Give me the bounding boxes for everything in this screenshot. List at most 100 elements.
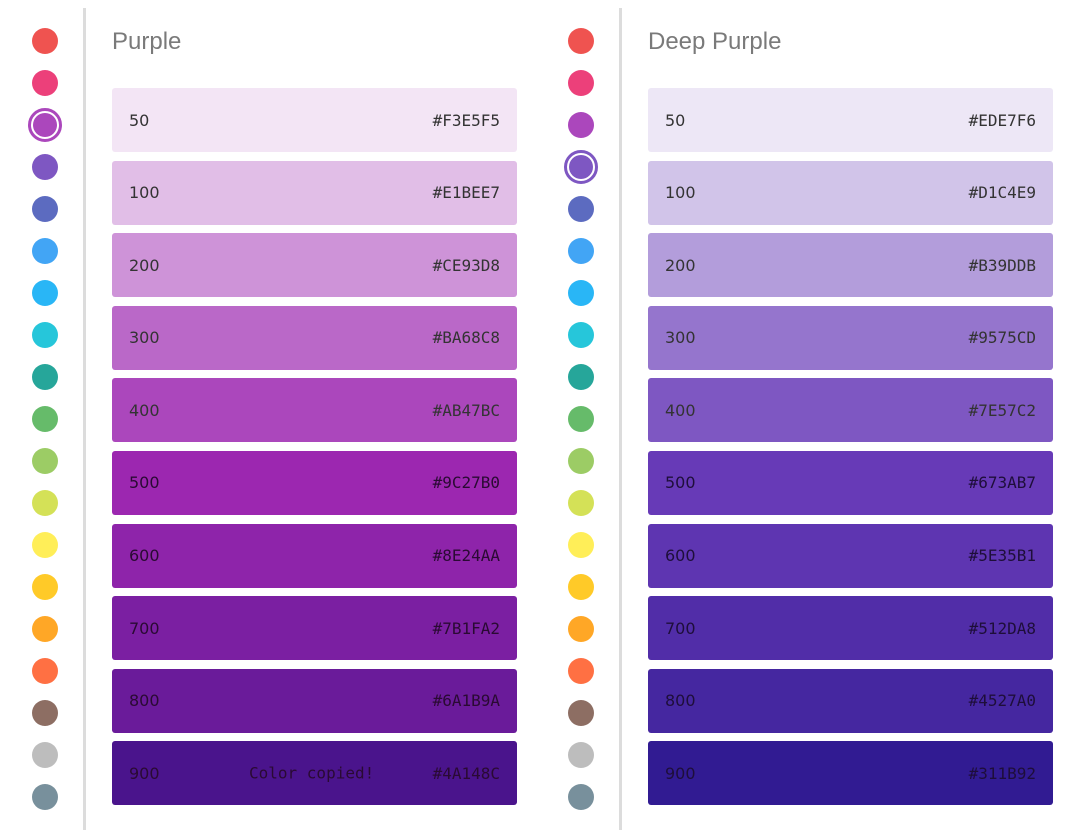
swatch-600[interactable]: 600 #5E35B1 [648,523,1053,588]
swatch-100[interactable]: 100 #E1BEE7 [112,160,517,225]
hex-code: #673AB7 [968,473,1036,493]
swatch-400[interactable]: 400 #7E57C2 [648,378,1053,443]
swatch-200[interactable]: 200 #CE93D8 [112,233,517,298]
swatch-600[interactable]: 600 #8E24AA [112,523,517,588]
color-dot-purple[interactable] [560,104,602,146]
swatch-500[interactable]: 500 #9C27B0 [112,450,517,515]
hex-code: #9575CD [968,328,1036,348]
shade-label: 200 [129,255,160,275]
color-dot-fill [32,490,58,516]
shade-label: 800 [129,691,160,711]
swatch-300[interactable]: 300 #BA68C8 [112,305,517,370]
color-dot-fill [32,448,58,474]
color-dot-grey[interactable] [560,734,602,776]
color-dot-cyan[interactable] [560,314,602,356]
color-dot-fill [568,490,594,516]
hex-code: #7E57C2 [968,400,1036,420]
color-dot-pink[interactable] [560,62,602,104]
color-dot-pink[interactable] [24,62,66,104]
shade-label: 500 [665,473,696,493]
color-dot-teal[interactable] [560,356,602,398]
color-dot-light-blue[interactable] [24,272,66,314]
color-dot-fill [568,70,594,96]
color-dot-purple[interactable] [24,104,66,146]
color-dot-yellow[interactable] [24,524,66,566]
color-dot-yellow[interactable] [560,524,602,566]
shade-label: 200 [665,255,696,275]
selection-ring [28,108,62,142]
swatch-700[interactable]: 700 #7B1FA2 [112,596,517,661]
swatch-800[interactable]: 800 #4527A0 [648,668,1053,733]
color-dot-indigo[interactable] [560,188,602,230]
color-dot-fill [568,112,594,138]
color-dot-deep-purple[interactable] [560,146,602,188]
color-dot-red[interactable] [560,20,602,62]
color-dot-light-green[interactable] [24,440,66,482]
swatch-900[interactable]: 900 #311B92 [648,741,1053,806]
color-dot-amber[interactable] [24,566,66,608]
color-dot-red[interactable] [24,20,66,62]
copied-toast: Color copied! [249,763,375,783]
color-dot-indigo[interactable] [24,188,66,230]
color-dot-orange[interactable] [24,608,66,650]
divider [83,8,86,830]
color-dot-fill [568,448,594,474]
palette-title: Purple [112,28,182,55]
color-dot-cyan[interactable] [24,314,66,356]
color-dot-grey[interactable] [24,734,66,776]
color-dot-fill [32,238,58,264]
color-dot-deep-orange[interactable] [560,650,602,692]
purple-panel: Purple 50 #F3E5F5 100 #E1BEE7 200 #CE93D8 300 #… [24,8,517,830]
swatch-700[interactable]: 700 #512DA8 [648,596,1053,661]
color-dot-blue-grey[interactable] [24,776,66,818]
swatch-400[interactable]: 400 #AB47BC [112,378,517,443]
hex-code: #AB47BC [432,400,500,420]
color-dot-fill [568,196,594,222]
palette-title: Deep Purple [648,28,782,55]
swatch-500[interactable]: 500 #673AB7 [648,450,1053,515]
color-dot-green[interactable] [24,398,66,440]
color-dot-lime[interactable] [24,482,66,524]
color-dot-teal[interactable] [24,356,66,398]
color-dot-fill [568,364,594,390]
color-dot-fill [32,280,58,306]
color-dot-blue-grey[interactable] [560,776,602,818]
color-dot-fill [568,532,594,558]
color-dot-lime[interactable] [560,482,602,524]
shade-label: 600 [129,546,160,566]
swatch-100[interactable]: 100 #D1C4E9 [648,160,1053,225]
swatch-300[interactable]: 300 #9575CD [648,305,1053,370]
color-dot-blue[interactable] [24,230,66,272]
color-dot-fill [32,742,58,768]
shade-label: 100 [129,183,160,203]
color-dot-light-blue[interactable] [560,272,602,314]
color-dot-fill [32,700,58,726]
swatch-800[interactable]: 800 #6A1B9A [112,668,517,733]
color-dot-deep-purple[interactable] [24,146,66,188]
color-dot-orange[interactable] [560,608,602,650]
deep-purple-panel: Deep Purple 50 #EDE7F6 100 #D1C4E9 200 #B39DD… [536,0,1076,837]
hex-code: #512DA8 [968,618,1036,638]
color-dot-amber[interactable] [560,566,602,608]
color-dot-deep-orange[interactable] [24,650,66,692]
divider [619,8,622,830]
color-dot-brown[interactable] [560,692,602,734]
color-dot-green[interactable] [560,398,602,440]
color-dot-fill [33,113,57,137]
swatch-900[interactable]: 900 Color copied! #4A148C [112,741,517,806]
color-picker-column [24,20,66,818]
swatch-50[interactable]: 50 #F3E5F5 [112,88,517,152]
color-dot-blue[interactable] [560,230,602,272]
shade-label: 300 [129,328,160,348]
color-dot-brown[interactable] [24,692,66,734]
color-picker-column [560,20,602,818]
swatch-200[interactable]: 200 #B39DDB [648,233,1053,298]
hex-code: #4A148C [432,763,500,783]
hex-code: #B39DDB [968,255,1036,275]
shade-label: 500 [129,473,160,493]
swatch-50[interactable]: 50 #EDE7F6 [648,88,1053,152]
selection-ring [564,150,598,184]
color-dot-light-green[interactable] [560,440,602,482]
color-dot-fill [568,406,594,432]
color-dot-fill [568,658,594,684]
